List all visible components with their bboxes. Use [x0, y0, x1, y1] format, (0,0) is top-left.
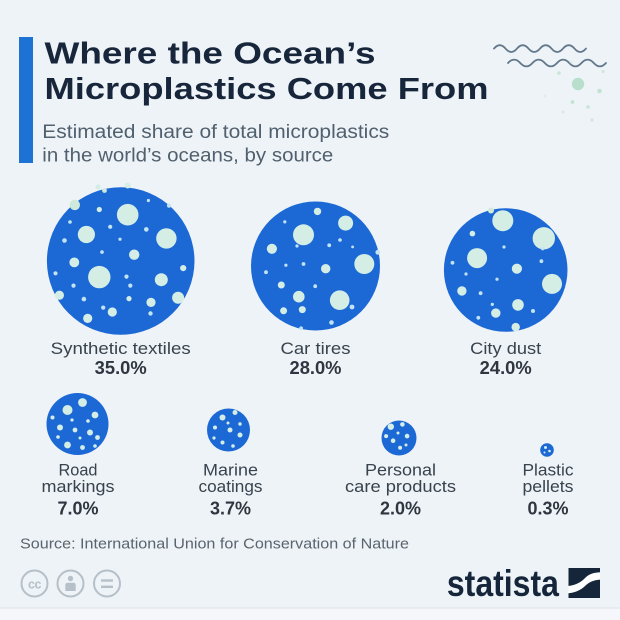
svg-text:28.0%: 28.0%	[290, 358, 342, 378]
svg-text:cc: cc	[28, 577, 41, 591]
svg-text:City dust: City dust	[470, 340, 541, 358]
svg-text:care products: care products	[345, 478, 456, 496]
svg-text:statista: statista	[447, 563, 559, 604]
svg-text:Synthetic textiles: Synthetic textiles	[51, 340, 191, 358]
svg-text:2.0%: 2.0%	[380, 499, 421, 519]
svg-text:3.7%: 3.7%	[210, 499, 251, 519]
svg-text:Microplastics Come From: Microplastics Come From	[45, 71, 489, 106]
svg-text:markings: markings	[42, 478, 115, 496]
svg-text:Estimated share of total micro: Estimated share of total microplastics	[42, 122, 389, 143]
svg-text:0.3%: 0.3%	[528, 499, 569, 519]
svg-text:Car tires: Car tires	[281, 340, 351, 358]
svg-text:Plastic: Plastic	[523, 462, 574, 480]
svg-text:Road: Road	[59, 462, 98, 480]
svg-text:Where the Ocean’s: Where the Ocean’s	[45, 35, 376, 70]
svg-text:24.0%: 24.0%	[480, 358, 532, 378]
svg-text:pellets: pellets	[523, 478, 574, 496]
svg-text:7.0%: 7.0%	[58, 499, 99, 519]
svg-text:coatings: coatings	[199, 478, 263, 496]
svg-text:in the world’s oceans, by sour: in the world’s oceans, by source	[42, 146, 333, 167]
svg-text:Personal: Personal	[365, 462, 436, 480]
svg-text:Marine: Marine	[203, 462, 258, 480]
svg-text:35.0%: 35.0%	[95, 358, 147, 378]
svg-text:Source: International Union fo: Source: International Union for Conserva…	[20, 537, 409, 553]
